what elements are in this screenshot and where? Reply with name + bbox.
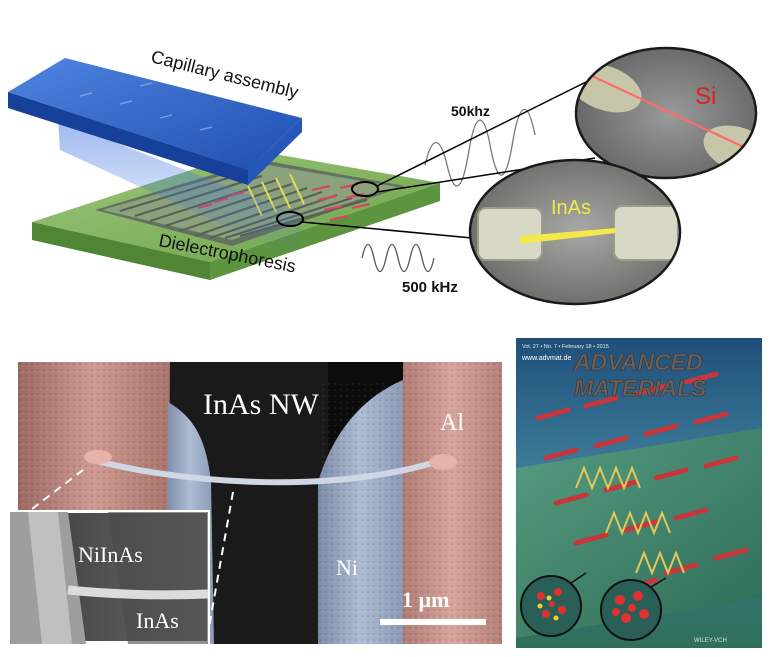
inset-dashed-line-right [205,491,234,644]
scale-bar-label: 1 µm [402,587,450,612]
leader-line-si [376,74,601,187]
journal-cover: Vol. 27 • No. 7 • February 18 • 2015 www… [516,338,762,648]
pointer-circle-si [351,181,379,197]
inset-inas-label: InAs [551,197,591,219]
inset-si: Si [574,46,758,180]
inset-dashed-line-left [27,469,84,513]
cover-website: www.advmat.de [521,355,572,362]
inas-nanowire [92,457,437,486]
cover-title-advanced: ADVANCED [573,349,703,375]
waveform-500khz [361,243,435,273]
cover-title-materials: MATERIALS [574,375,707,401]
inset-inas-sem-label: InAs [136,608,179,633]
pointer-circle-inas [276,211,304,227]
capillary-plate [8,58,302,260]
frequency-50khz-label: 50khz [451,103,490,119]
al-label: Al [440,410,464,436]
sem-title-label: InAs NW [203,388,319,421]
cover-issue-line: Vol. 27 • No. 7 • February 18 • 2015 [522,344,609,350]
waveform-50khz [424,108,536,187]
leader-line-inas [301,221,473,239]
ni-label: Ni [336,555,358,580]
inset-niinas-label: NiInAs [78,542,143,567]
inset-si-label: Si [695,83,716,110]
cover-publisher: WILEY-VCH [694,638,727,644]
scale-bar [380,619,486,625]
sem-inset: NiInAs InAs [8,510,210,644]
frequency-500khz-label: 500 kHz [402,279,458,296]
inset-inas: InAs [468,158,682,306]
schematic-figure: Capillary assembly Dielectrophoresis 50k… [8,46,758,306]
